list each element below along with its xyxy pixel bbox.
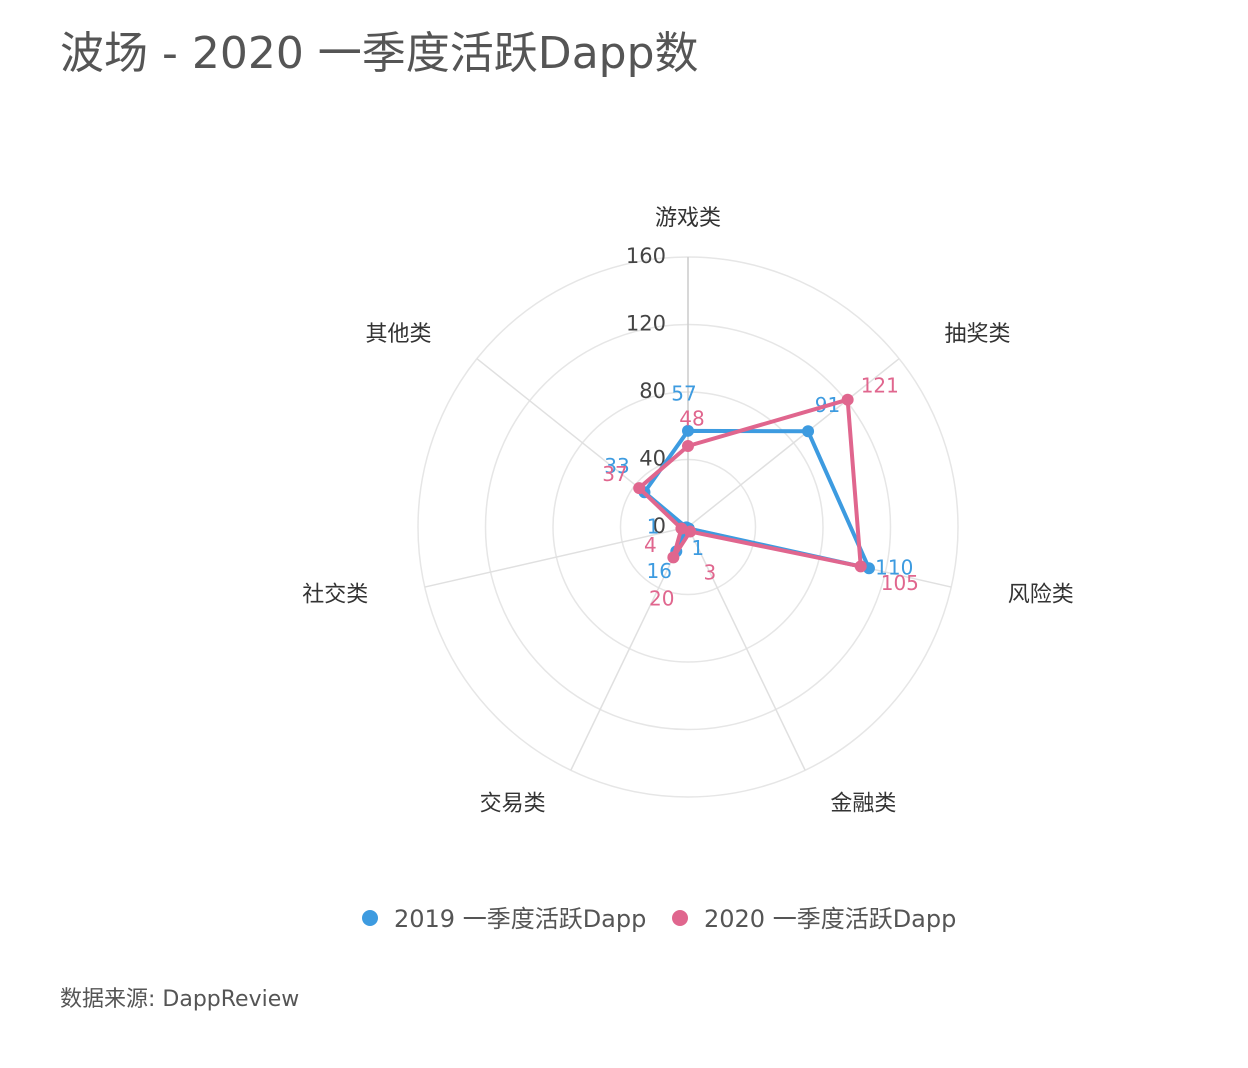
data-label: 1 (647, 515, 660, 539)
category-label: 社交类 (302, 583, 368, 608)
category-label: 风险类 (1008, 583, 1074, 608)
data-point (841, 393, 854, 406)
data-label: 3 (703, 560, 716, 584)
data-label: 37 (602, 462, 627, 486)
legend-label: 2020 一季度活跃Dapp (704, 905, 956, 933)
series-line (637, 397, 863, 569)
axis-spoke (424, 526, 689, 588)
axis-spoke (570, 526, 689, 771)
data-point (667, 551, 680, 564)
data-point (675, 522, 688, 535)
data-point (802, 425, 815, 438)
chart-title: 波场 - 2020 一季度活跃Dapp数 (60, 28, 699, 79)
data-label: 105 (881, 571, 919, 595)
axis-spoke (687, 358, 900, 528)
data-label: 57 (671, 381, 696, 405)
data-point (682, 424, 694, 437)
source-note: 数据来源: DappReview (60, 987, 299, 1012)
data-point (682, 440, 694, 452)
legend-marker (362, 910, 378, 926)
data-point (633, 482, 646, 495)
r-tick-label: 120 (626, 312, 666, 336)
data-point (854, 560, 867, 573)
r-tick-label: 160 (626, 244, 666, 268)
category-label: 金融类 (830, 791, 896, 816)
data-label: 110 (875, 555, 913, 579)
data-label: 33 (604, 454, 629, 478)
category-label: 游戏类 (655, 206, 721, 231)
data-label: 20 (649, 586, 674, 610)
data-label: 1 (691, 536, 704, 560)
data-label: 121 (861, 374, 899, 398)
legend-label: 2019 一季度活跃Dapp (394, 905, 646, 933)
data-label: 4 (644, 533, 657, 557)
data-label: 16 (647, 559, 672, 583)
data-label: 48 (679, 407, 704, 431)
r-tick-label: 80 (639, 379, 666, 403)
category-label: 抽奖类 (944, 322, 1010, 347)
r-tick-label: 0 (653, 514, 666, 538)
legend-marker (672, 910, 688, 926)
category-label: 其他类 (366, 322, 432, 347)
category-label: 交易类 (480, 791, 546, 816)
axis-spoke (687, 526, 806, 771)
